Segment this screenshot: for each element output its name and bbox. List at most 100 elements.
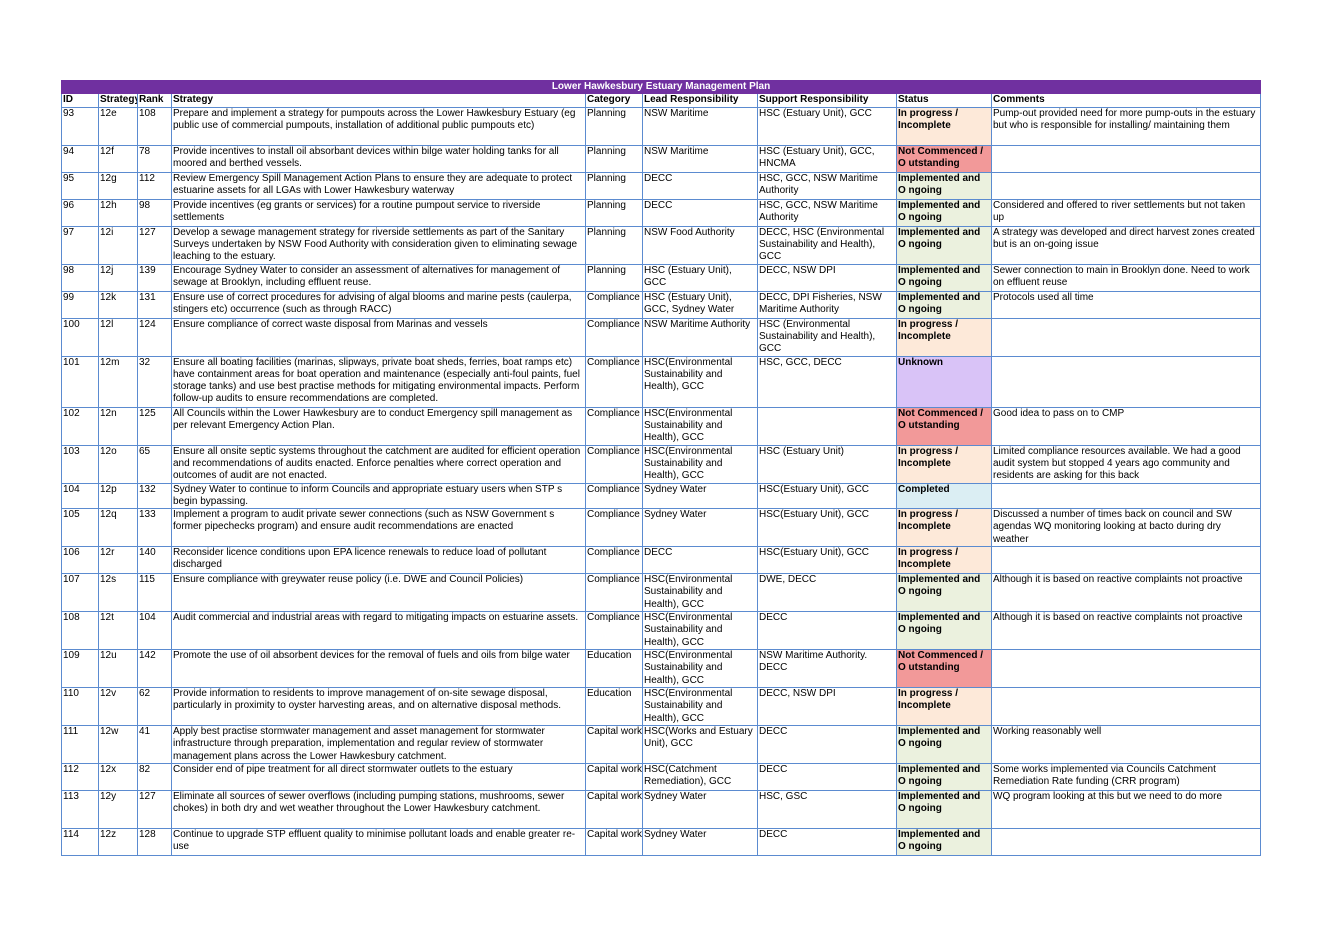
cell-id[interactable]: 98 (61, 263, 99, 292)
cell-lead-responsibility[interactable]: HSC(Works and Estuary Unit), GCC (642, 725, 758, 765)
header-lead-responsibility[interactable]: Lead Responsibility (642, 93, 758, 108)
cell-strategy-code[interactable]: 12g (98, 171, 138, 200)
cell-comments[interactable]: Discussed a number of times back on coun… (990, 508, 1262, 548)
cell-comments[interactable] (990, 355, 1262, 408)
cell-strategy-code[interactable]: 12y (98, 790, 138, 830)
cell-strategy-code[interactable]: 12p (98, 482, 138, 510)
cell-rank[interactable]: 125 (137, 406, 172, 446)
header-strategy[interactable]: Strategy (171, 93, 586, 108)
cell-comments[interactable]: Limited compliance resources available. … (990, 444, 1262, 484)
cell-support-responsibility[interactable]: HSC, GCC, NSW Maritime Authority (757, 198, 897, 227)
cell-comments[interactable]: Good idea to pass on to CMP (990, 406, 1262, 446)
cell-strategy[interactable]: Provide incentives (eg grants or service… (171, 198, 586, 227)
cell-support-responsibility[interactable]: HSC (Estuary Unit) (757, 444, 897, 484)
cell-id[interactable]: 104 (61, 482, 99, 510)
cell-status[interactable]: Implemented and O ngoing (896, 725, 992, 765)
cell-category[interactable]: Planning (585, 225, 643, 265)
cell-id[interactable]: 110 (61, 687, 99, 727)
cell-comments[interactable] (990, 144, 1262, 173)
cell-support-responsibility[interactable] (757, 406, 897, 446)
cell-id[interactable]: 101 (61, 355, 99, 408)
cell-comments[interactable] (990, 828, 1262, 857)
cell-strategy-code[interactable]: 12o (98, 444, 138, 484)
cell-rank[interactable]: 131 (137, 290, 172, 319)
cell-lead-responsibility[interactable]: DECC (642, 171, 758, 200)
cell-lead-responsibility[interactable]: HSC(Environmental Sustainability and Hea… (642, 355, 758, 408)
cell-category[interactable]: Capital works (585, 790, 643, 830)
cell-id[interactable]: 105 (61, 508, 99, 548)
cell-lead-responsibility[interactable]: DECC (642, 198, 758, 227)
cell-category[interactable]: Compliance (585, 406, 643, 446)
cell-support-responsibility[interactable]: DECC (757, 725, 897, 765)
cell-strategy[interactable]: Reconsider licence conditions upon EPA l… (171, 546, 586, 575)
cell-support-responsibility[interactable]: DECC (757, 611, 897, 651)
cell-strategy[interactable]: Ensure all onsite septic systems through… (171, 444, 586, 484)
cell-strategy-code[interactable]: 12q (98, 508, 138, 548)
cell-category[interactable]: Compliance (585, 508, 643, 548)
cell-category[interactable]: Compliance (585, 611, 643, 651)
cell-support-responsibility[interactable]: DECC, NSW DPI (757, 687, 897, 727)
header-comments[interactable]: Comments (990, 93, 1262, 108)
cell-status[interactable]: Implemented and O ngoing (896, 828, 992, 857)
cell-rank[interactable]: 65 (137, 444, 172, 484)
cell-strategy[interactable]: Apply best practise stormwater managemen… (171, 725, 586, 765)
cell-category[interactable]: Education (585, 687, 643, 727)
header-strategy-code[interactable]: Strategy (98, 93, 138, 108)
cell-lead-responsibility[interactable]: NSW Maritime (642, 106, 758, 146)
cell-category[interactable]: Compliance (585, 290, 643, 319)
cell-id[interactable]: 99 (61, 290, 99, 319)
cell-category[interactable]: Compliance (585, 355, 643, 408)
cell-rank[interactable]: 62 (137, 687, 172, 727)
cell-strategy[interactable]: Encourage Sydney Water to consider an as… (171, 263, 586, 292)
cell-lead-responsibility[interactable]: Sydney Water (642, 482, 758, 510)
cell-strategy[interactable]: Ensure use of correct procedures for adv… (171, 290, 586, 319)
cell-status[interactable]: In progress / Incomplete (896, 444, 992, 484)
cell-category[interactable]: Compliance (585, 482, 643, 510)
cell-category[interactable]: Capital works (585, 725, 643, 765)
cell-rank[interactable]: 142 (137, 649, 172, 689)
cell-comments[interactable]: A strategy was developed and direct harv… (990, 225, 1262, 265)
table-title[interactable]: Lower Hawkesbury Estuary Management Plan (60, 79, 1262, 95)
cell-lead-responsibility[interactable]: Sydney Water (642, 790, 758, 830)
cell-comments[interactable]: Although it is based on reactive complai… (990, 611, 1262, 651)
cell-rank[interactable]: 41 (137, 725, 172, 765)
cell-rank[interactable]: 140 (137, 546, 172, 575)
cell-comments[interactable] (990, 687, 1262, 727)
cell-strategy[interactable]: Ensure all boating facilities (marinas, … (171, 355, 586, 408)
cell-comments[interactable] (990, 546, 1262, 575)
cell-comments[interactable]: WQ program looking at this but we need t… (990, 790, 1262, 830)
cell-lead-responsibility[interactable]: HSC (Estuary Unit), GCC (642, 263, 758, 292)
cell-support-responsibility[interactable]: HSC (Estuary Unit), GCC, HNCMA (757, 144, 897, 173)
cell-status[interactable]: Unknown (896, 355, 992, 408)
cell-rank[interactable]: 128 (137, 828, 172, 857)
cell-status[interactable]: In progress / Incomplete (896, 106, 992, 146)
cell-strategy-code[interactable]: 12u (98, 649, 138, 689)
cell-id[interactable]: 106 (61, 546, 99, 575)
cell-status[interactable]: In progress / Incomplete (896, 687, 992, 727)
cell-rank[interactable]: 104 (137, 611, 172, 651)
cell-support-responsibility[interactable]: HSC (Estuary Unit), GCC (757, 106, 897, 146)
cell-id[interactable]: 113 (61, 790, 99, 830)
cell-id[interactable]: 107 (61, 573, 99, 613)
cell-lead-responsibility[interactable]: Sydney Water (642, 508, 758, 548)
cell-strategy-code[interactable]: 12s (98, 573, 138, 613)
cell-status[interactable]: Implemented and O ngoing (896, 763, 992, 792)
cell-id[interactable]: 112 (61, 763, 99, 792)
cell-id[interactable]: 103 (61, 444, 99, 484)
cell-status[interactable]: Implemented and O ngoing (896, 263, 992, 292)
cell-strategy[interactable]: Prepare and implement a strategy for pum… (171, 106, 586, 146)
cell-lead-responsibility[interactable]: HSC (Estuary Unit), GCC, Sydney Water (642, 290, 758, 319)
cell-lead-responsibility[interactable]: HSC(Environmental Sustainability and Hea… (642, 611, 758, 651)
cell-support-responsibility[interactable]: NSW Maritime Authority. DECC (757, 649, 897, 689)
cell-rank[interactable]: 32 (137, 355, 172, 408)
cell-strategy-code[interactable]: 12j (98, 263, 138, 292)
cell-strategy-code[interactable]: 12e (98, 106, 138, 146)
cell-strategy-code[interactable]: 12r (98, 546, 138, 575)
cell-category[interactable]: Compliance (585, 444, 643, 484)
cell-strategy[interactable]: Continue to upgrade STP effluent quality… (171, 828, 586, 857)
cell-rank[interactable]: 133 (137, 508, 172, 548)
cell-strategy-code[interactable]: 12i (98, 225, 138, 265)
cell-category[interactable]: Compliance (585, 317, 643, 357)
cell-status[interactable]: In progress / Incomplete (896, 546, 992, 575)
cell-comments[interactable]: Protocols used all time (990, 290, 1262, 319)
